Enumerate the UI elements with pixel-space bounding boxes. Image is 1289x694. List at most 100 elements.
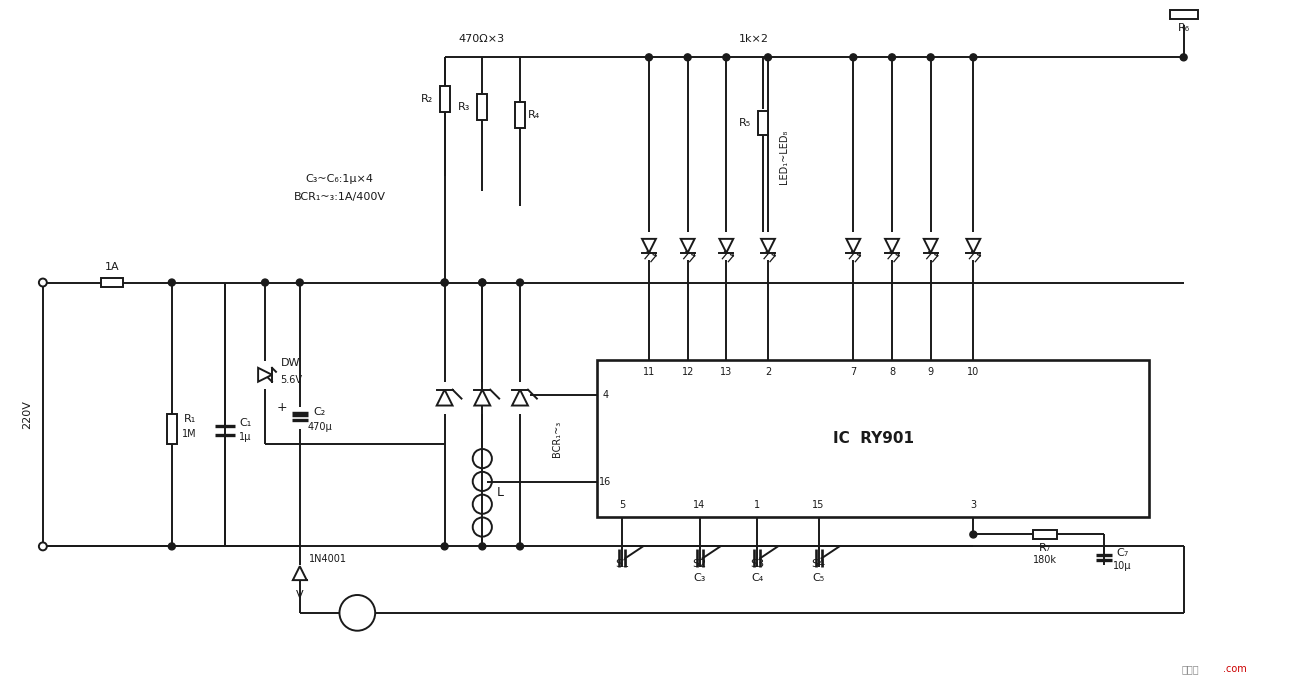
Circle shape [39, 543, 46, 550]
Circle shape [684, 54, 691, 61]
Text: 3: 3 [971, 500, 976, 509]
Polygon shape [293, 566, 307, 580]
Bar [166, 414, 177, 444]
Text: 470μ: 470μ [307, 423, 333, 432]
Text: C₃: C₃ [693, 573, 706, 583]
Text: 8: 8 [889, 367, 895, 377]
Text: 10: 10 [967, 367, 980, 377]
Text: .com: .com [1223, 664, 1248, 675]
Text: 14: 14 [693, 500, 705, 509]
Circle shape [517, 543, 523, 550]
Polygon shape [924, 239, 937, 253]
Text: BCR₁~₃:1A/400V: BCR₁~₃:1A/400V [294, 192, 385, 202]
Polygon shape [886, 239, 898, 253]
Bar [758, 111, 768, 135]
Text: 1A: 1A [104, 262, 120, 271]
Circle shape [339, 595, 375, 631]
Polygon shape [847, 239, 860, 253]
Text: 1N4001: 1N4001 [308, 555, 347, 564]
Circle shape [262, 279, 268, 286]
Text: R₃: R₃ [459, 102, 470, 112]
Text: 11: 11 [643, 367, 655, 377]
Text: C₃~C₆:1μ×4: C₃~C₆:1μ×4 [305, 174, 374, 185]
Text: L: L [496, 486, 504, 499]
Text: C₁: C₁ [238, 418, 251, 428]
Polygon shape [512, 389, 528, 405]
Text: 15: 15 [812, 500, 825, 509]
Text: R₆: R₆ [1178, 23, 1190, 33]
Text: LED₁~LED₈: LED₁~LED₈ [779, 129, 789, 184]
Text: C₄: C₄ [751, 573, 763, 583]
Text: M: M [351, 606, 365, 620]
Circle shape [1181, 54, 1187, 61]
Circle shape [969, 54, 977, 61]
Polygon shape [761, 239, 775, 253]
Text: 5: 5 [619, 500, 625, 509]
Circle shape [441, 279, 449, 286]
Text: 9: 9 [928, 367, 933, 377]
Text: 2: 2 [764, 367, 771, 377]
Circle shape [39, 278, 46, 287]
Circle shape [723, 54, 730, 61]
Bar [597, 360, 1148, 516]
Text: S3: S3 [750, 559, 764, 569]
Text: R₇: R₇ [1039, 543, 1051, 553]
Text: 5.6V: 5.6V [280, 375, 302, 384]
Text: C₇: C₇ [1116, 548, 1128, 559]
Circle shape [888, 54, 896, 61]
Text: 10μ: 10μ [1112, 561, 1132, 571]
Text: 180k: 180k [1032, 555, 1057, 566]
Text: R₄: R₄ [527, 110, 540, 120]
Bar [1169, 10, 1197, 19]
Circle shape [441, 543, 449, 550]
Text: 470Ω×3: 470Ω×3 [459, 35, 504, 44]
Circle shape [646, 54, 652, 61]
Polygon shape [258, 368, 272, 382]
Text: S2: S2 [692, 559, 706, 569]
Text: BCR₁~₃: BCR₁~₃ [552, 421, 562, 457]
Bar [477, 94, 487, 120]
Circle shape [296, 279, 303, 286]
Text: 13: 13 [721, 367, 732, 377]
Circle shape [478, 279, 486, 286]
Text: S1: S1 [615, 559, 629, 569]
Text: R₁: R₁ [183, 414, 196, 425]
Circle shape [849, 54, 857, 61]
Circle shape [764, 54, 772, 61]
Circle shape [169, 279, 175, 286]
Polygon shape [474, 389, 490, 405]
Circle shape [478, 279, 486, 286]
Text: 1M: 1M [182, 430, 197, 439]
Polygon shape [719, 239, 733, 253]
Text: 1: 1 [754, 500, 761, 509]
Bar [516, 102, 525, 128]
Text: DW: DW [281, 358, 300, 368]
Text: V: V [296, 590, 304, 600]
Circle shape [517, 279, 523, 286]
Text: 12: 12 [682, 367, 693, 377]
Text: C₅: C₅ [812, 573, 825, 583]
Text: +: + [277, 401, 287, 414]
Circle shape [478, 543, 486, 550]
Polygon shape [642, 239, 656, 253]
Text: C₂: C₂ [313, 407, 326, 418]
Bar [440, 86, 450, 112]
Bar [102, 278, 124, 287]
Circle shape [169, 543, 175, 550]
Text: 拼装图: 拼装图 [1182, 664, 1199, 675]
Text: R₅: R₅ [739, 118, 751, 128]
Circle shape [927, 54, 935, 61]
Polygon shape [681, 239, 695, 253]
Polygon shape [437, 389, 452, 405]
Text: 16: 16 [599, 477, 611, 487]
Text: 1k×2: 1k×2 [739, 35, 770, 44]
Text: IC  RY901: IC RY901 [833, 431, 914, 446]
Text: 4: 4 [602, 389, 608, 400]
Bar [1032, 530, 1057, 539]
Text: R₂: R₂ [420, 94, 433, 104]
Text: 7: 7 [851, 367, 856, 377]
Circle shape [441, 279, 449, 286]
Text: 220V: 220V [22, 400, 32, 429]
Circle shape [969, 531, 977, 538]
Text: S4: S4 [812, 559, 826, 569]
